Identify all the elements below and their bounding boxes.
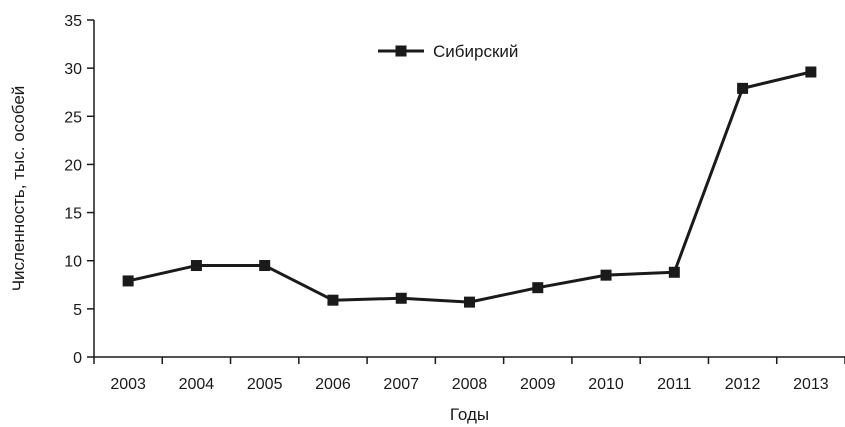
data-point-marker [737, 82, 749, 94]
data-point-marker [464, 296, 475, 308]
x-axis-title: Годы [450, 405, 489, 424]
x-tick-label: 2006 [315, 376, 351, 393]
data-point-marker [190, 260, 202, 272]
y-tick-label: 15 [64, 206, 82, 223]
y-tick-label: 0 [73, 350, 82, 367]
data-point-marker [668, 266, 680, 278]
x-tick-label: 2012 [725, 376, 761, 393]
x-tick-label: 2009 [520, 376, 556, 393]
legend-marker-swatch [395, 45, 407, 57]
data-point-marker [327, 294, 339, 306]
y-axis: 0 5 10 15 20 25 30 35 [64, 13, 95, 367]
x-tick-label: 2004 [179, 376, 215, 393]
y-tick-label: 20 [64, 157, 82, 174]
x-tick-label: 2007 [383, 376, 419, 393]
data-point-marker [259, 260, 271, 272]
y-tick-label: 25 [64, 109, 82, 126]
y-tick-label: 10 [64, 254, 82, 271]
x-tick-label: 2010 [588, 376, 624, 393]
data-point-marker [532, 282, 544, 294]
data-point-marker [122, 275, 134, 287]
y-axis-title: Численность, тыс. особей [9, 86, 28, 292]
data-point-marker [395, 292, 407, 304]
y-tick-label: 30 [64, 61, 82, 78]
x-tick-label: 2005 [247, 376, 283, 393]
x-tick-label: 2013 [793, 376, 829, 393]
legend: Сибирский [378, 42, 518, 61]
data-point-marker [600, 269, 612, 281]
x-tick-label: 2011 [657, 376, 692, 393]
legend-label: Сибирский [433, 42, 518, 61]
x-tick-label: 2008 [452, 376, 488, 393]
x-axis: 2003 2004 2005 2006 2007 2008 2009 2010 2011 2012… [93, 356, 845, 393]
series-layer [122, 66, 817, 308]
series-line [127, 70, 812, 304]
y-tick-label: 5 [73, 302, 82, 319]
data-point-marker [805, 66, 817, 78]
x-tick-label: 2003 [110, 376, 146, 393]
y-tick-label: 35 [64, 13, 82, 30]
